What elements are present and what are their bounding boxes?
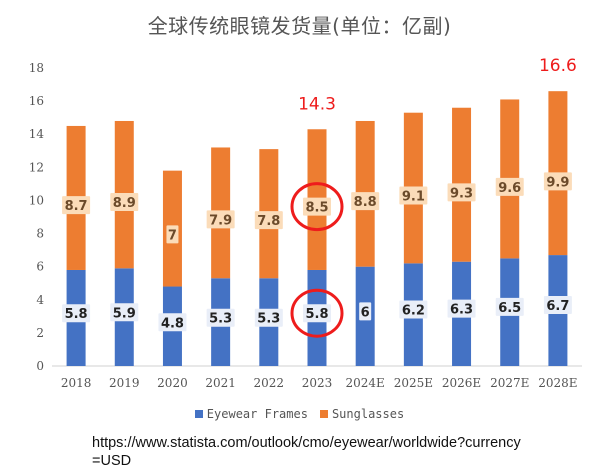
- total-callout: 16.6: [539, 56, 577, 76]
- y-tick-label: 10: [29, 193, 44, 207]
- total-callout: 14.3: [298, 94, 336, 114]
- x-tick-label: 2022: [254, 376, 285, 390]
- highlight-circle: [290, 288, 344, 338]
- data-label: 5.3: [209, 312, 232, 327]
- data-label-box: [303, 304, 331, 323]
- data-label-box: [303, 197, 331, 216]
- segment-labels: 5.8 8.7 5.9 8.9 4.8 7 5.3 7.9 5.3 7.8 5.8 8.5 6 8.8 6.…: [62, 172, 572, 332]
- data-label-box: [62, 304, 91, 323]
- x-tick-label: 2027E: [490, 376, 529, 390]
- y-tick-label: 0: [36, 359, 44, 373]
- x-tick-label: 2021: [205, 376, 236, 390]
- data-label: 5.3: [257, 312, 280, 327]
- data-label: 8.9: [113, 196, 136, 211]
- data-label: 7.8: [257, 214, 280, 229]
- legend: Eyewear Frames Sunglasses: [0, 407, 599, 421]
- legend-swatch: [319, 410, 328, 418]
- highlight-circle: [290, 182, 344, 232]
- data-label: 9.9: [546, 175, 569, 190]
- data-label: 6.7: [546, 299, 569, 314]
- data-label-box: [62, 196, 91, 215]
- data-label: 4.8: [161, 316, 184, 331]
- x-tick-label: 2028E: [538, 376, 577, 390]
- data-label-box: [495, 297, 524, 316]
- y-tick-label: 18: [29, 61, 44, 75]
- data-label-box: [543, 172, 572, 191]
- data-label: 9.1: [402, 190, 425, 205]
- data-label: 5.8: [65, 307, 88, 322]
- highlight-circles: [290, 182, 344, 338]
- y-tick-label: 14: [29, 127, 45, 141]
- data-label: 9.3: [450, 186, 473, 201]
- data-label-box: [158, 313, 187, 332]
- data-label-box: [254, 308, 283, 327]
- data-label: 6.3: [450, 303, 473, 318]
- data-label: 8.8: [354, 195, 377, 210]
- x-tick-label: 2026E: [442, 376, 481, 390]
- y-tick-label: 6: [36, 260, 44, 274]
- legend-item: Sunglasses: [319, 407, 405, 421]
- x-axis-ticks: 2018 2019 2020 2021 2022 2023 2024E 2025E 2026E 2…: [61, 376, 578, 390]
- data-label-box: [495, 177, 524, 196]
- y-tick-label: 12: [29, 160, 44, 174]
- x-tick-label: 2024E: [346, 376, 385, 390]
- data-label-box: [447, 299, 476, 318]
- y-tick-label: 8: [36, 227, 44, 241]
- data-label-box: [447, 183, 476, 202]
- data-label-box: [543, 295, 572, 314]
- legend-swatch: [194, 410, 203, 418]
- y-tick-label: 16: [29, 94, 44, 108]
- data-label: 6.5: [498, 301, 521, 316]
- data-label: 9.6: [498, 181, 521, 196]
- data-label: 8.7: [65, 199, 88, 214]
- chart-title: 全球传统眼镜发货量(单位：亿副): [147, 14, 452, 38]
- legend-label: Eyewear Frames: [206, 407, 308, 421]
- x-tick-label: 2018: [61, 376, 92, 390]
- y-tick-label: 4: [36, 293, 44, 307]
- data-label-box: [254, 211, 283, 230]
- total-callouts: 14.3 16.6: [298, 56, 577, 114]
- x-tick-label: 2020: [157, 376, 188, 390]
- x-tick-label: 2023: [302, 376, 333, 390]
- legend-label: Sunglasses: [331, 407, 405, 421]
- data-label-box: [206, 308, 235, 327]
- data-label-box: [166, 225, 179, 244]
- data-label-box: [351, 192, 380, 211]
- data-label-box: [110, 193, 139, 212]
- data-label-box: [110, 303, 139, 322]
- data-label-box: [206, 210, 235, 229]
- y-tick-label: 2: [36, 326, 44, 340]
- data-label: 5.8: [305, 307, 328, 322]
- y-axis-ticks: 0 2 4 6 8 10 12 14 16 18: [29, 61, 45, 373]
- data-label-box: [399, 186, 428, 205]
- source-url: https://www.statista.com/outlook/cmo/eye…: [92, 435, 521, 469]
- x-tick-label: 2019: [109, 376, 140, 390]
- x-tick-label: 2025E: [394, 376, 433, 390]
- data-label: 8.5: [305, 201, 328, 216]
- data-label: 7: [168, 228, 177, 243]
- legend-item: Eyewear Frames: [194, 407, 308, 421]
- data-label: 6: [361, 305, 370, 320]
- data-label: 6.2: [402, 304, 425, 319]
- data-label-box: [399, 300, 428, 319]
- data-label: 7.9: [209, 213, 232, 228]
- data-label: 5.9: [113, 306, 136, 321]
- data-label-box: [359, 302, 372, 321]
